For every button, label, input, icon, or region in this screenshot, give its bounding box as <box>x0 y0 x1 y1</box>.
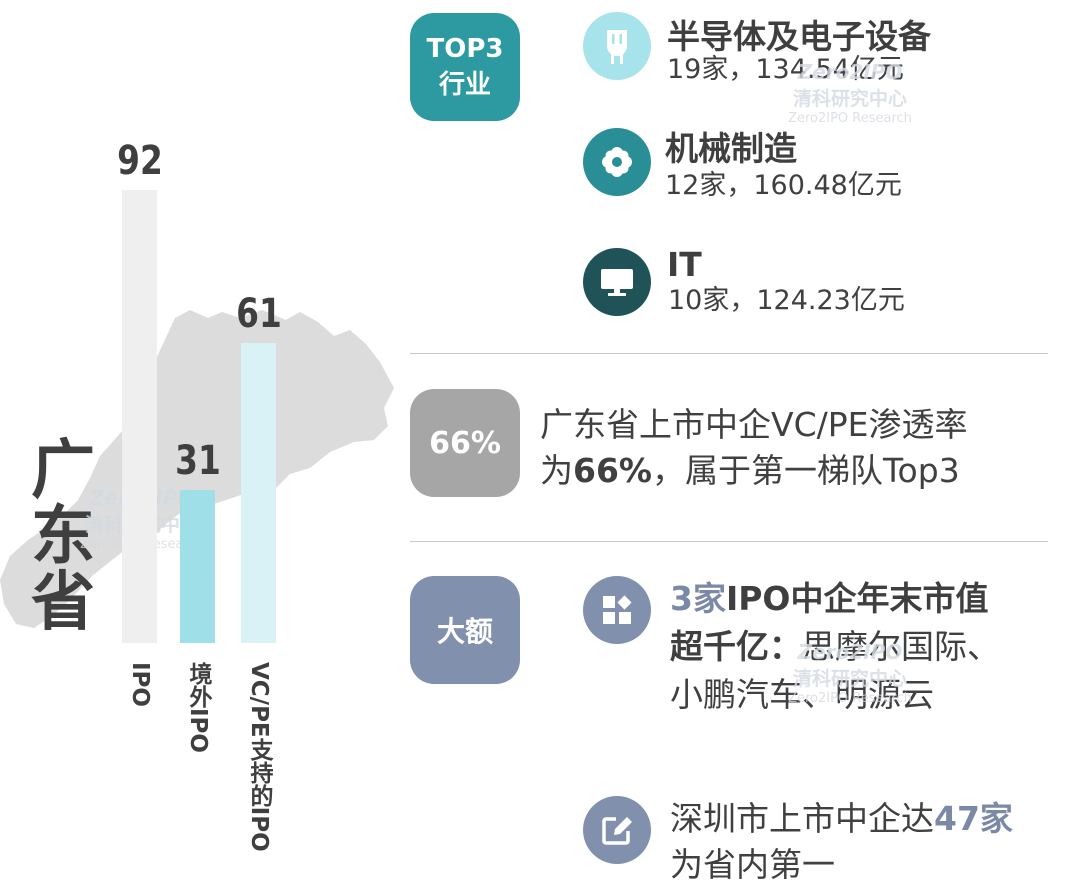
industry-name: 机械制造 <box>665 129 797 168</box>
large-item2-line1: 深圳市上市中企达47家 <box>670 798 1013 840</box>
chip-icon <box>607 30 627 64</box>
bar-category-label: VC/PE支持的IPO <box>246 662 272 852</box>
large-badge-label: 大额 <box>436 615 493 648</box>
industry-icon-circle <box>583 12 651 80</box>
penetration-prefix: 为 <box>540 451 573 490</box>
large-icon-circle <box>583 796 651 864</box>
top3-badge: TOP3 行业 <box>410 13 520 121</box>
top3-badge-line: TOP3 <box>426 34 504 64</box>
guangdong-map-silhouette <box>0 310 394 628</box>
industry-name: IT <box>667 245 702 284</box>
top3-badge-line: 行业 <box>438 70 491 100</box>
penetration-badge-value: 66% <box>429 425 501 461</box>
large-item1-bold2: 超千亿： <box>670 627 802 666</box>
gear-icon <box>602 147 632 177</box>
watermark-logo: Zero2IPO <box>797 640 903 664</box>
industry-name: 半导体及电子设备 <box>667 17 931 56</box>
bar-value-label: 31 <box>175 438 221 484</box>
penetration-text-line2: 为66%，属于第一梯队Top3 <box>540 450 960 492</box>
watermark: Zero2IPO 清科研究中心 Zero2IPO Research <box>770 60 930 126</box>
penetration-badge: 66% <box>410 389 520 497</box>
large-item2-prefix: 深圳市上市中企达 <box>670 799 934 838</box>
bar-category-label: 境外IPO <box>185 662 211 753</box>
bar-value-label: 61 <box>236 291 282 337</box>
industry-icon-circle <box>583 248 651 316</box>
penetration-suffix: ，属于第一梯队Top3 <box>652 451 960 490</box>
bar <box>241 343 276 643</box>
penetration-rate: 66% <box>573 451 652 490</box>
divider <box>410 353 1048 354</box>
watermark-logo: Zero2IPO <box>797 60 903 84</box>
province-title: 广 东 省 <box>28 438 98 636</box>
bar-value-label: 92 <box>117 138 163 184</box>
bar-category-label: IPO <box>127 662 153 707</box>
industry-detail: 10家，124.23亿元 <box>668 285 905 316</box>
watermark-cn: 清科研究中心 <box>792 88 907 110</box>
large-item2-line2: 为省内第一 <box>670 845 835 884</box>
industry-detail: 12家，160.48亿元 <box>665 170 902 201</box>
apps-icon <box>603 595 632 624</box>
edit-icon <box>602 817 632 845</box>
watermark-en: Zero2IPO Research <box>788 691 912 706</box>
province-title-char: 省 <box>31 566 95 640</box>
watermark-cn: 清科研究中心 <box>792 668 907 690</box>
province-title-char: 东 <box>31 500 95 574</box>
large-item1-line3: 小鹏汽车、明源云 <box>670 675 934 714</box>
bar <box>122 190 157 643</box>
bar <box>180 490 215 643</box>
watermark: Zero2IPO 清科研究中心 Zero2IPO Research <box>770 640 930 706</box>
watermark-en: Zero2IPO Research <box>788 111 912 126</box>
divider <box>410 541 1048 542</box>
large-icon-circle <box>583 576 651 644</box>
large-item1-line2: 超千亿：思摩尔国际、 <box>670 626 1000 668</box>
penetration-text-line1: 广东省上市中企VC/PE渗透率 <box>540 405 968 444</box>
large-badge: 大额 <box>410 576 520 684</box>
large-item1-bold1: IPO中企年末市值 <box>725 579 989 618</box>
large-item2-accent: 47家 <box>934 799 1013 838</box>
large-item1-accent: 3家 <box>670 579 726 618</box>
industry-detail: 19家，134.54亿元 <box>667 54 904 85</box>
large-item1-rest2: 思摩尔国际、 <box>802 627 1000 666</box>
industry-icon-circle <box>583 128 651 196</box>
monitor-icon <box>601 269 633 296</box>
province-title-char: 广 <box>31 434 95 508</box>
large-item1-line1: 3家IPO中企年末市值 <box>670 578 989 620</box>
